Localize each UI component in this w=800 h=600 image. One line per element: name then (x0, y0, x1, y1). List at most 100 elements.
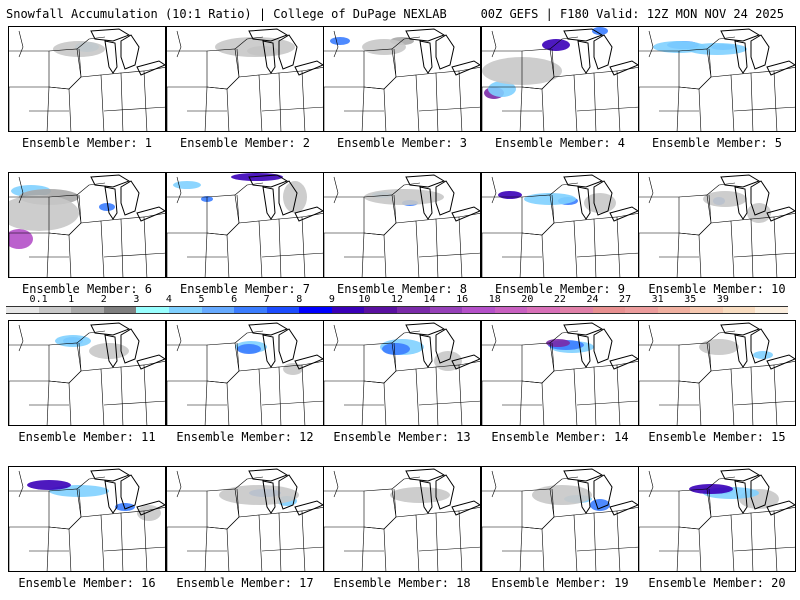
snowfall-area (55, 335, 91, 347)
state-border (573, 72, 597, 131)
state-border (206, 232, 230, 277)
state-border (750, 364, 778, 425)
colorbar-tick-label: 18 (488, 294, 501, 305)
state-border (733, 546, 795, 552)
state-border (435, 364, 463, 425)
state-border (678, 48, 712, 90)
state-border (733, 106, 795, 112)
state-border (648, 470, 654, 498)
state-border (103, 252, 165, 258)
great-lake-outline (294, 206, 323, 222)
state-border (68, 514, 105, 571)
great-lake-outline (120, 34, 140, 70)
snowfall-area (219, 485, 299, 505)
great-lake-outline (104, 40, 118, 74)
state-border (261, 106, 323, 112)
state-border (363, 232, 387, 277)
colorbar-swatch (6, 306, 40, 314)
state-border (698, 74, 735, 131)
state-border (363, 48, 397, 90)
state-border (730, 512, 754, 571)
state-border (48, 342, 82, 384)
colorbar-swatch (266, 306, 300, 314)
state-border (258, 366, 282, 425)
ensemble-member-label: Ensemble Member: 16 (18, 576, 156, 590)
state-border (521, 342, 555, 384)
ensemble-map-panel (323, 26, 481, 132)
state-border (361, 86, 365, 131)
state-border (648, 30, 654, 58)
ensemble-member-label: Ensemble Member: 15 (648, 430, 786, 444)
ensemble-map-panel (166, 172, 324, 278)
state-border (76, 182, 106, 196)
state-border (204, 380, 208, 425)
great-lake-outline (136, 60, 165, 76)
state-border (234, 36, 264, 50)
great-lake-outline (766, 60, 795, 76)
state-border (100, 72, 124, 131)
ensemble-member-label: Ensemble Member: 12 (176, 430, 314, 444)
state-border (676, 380, 680, 425)
great-lake-outline (278, 474, 298, 510)
colorbar-swatch (364, 306, 398, 314)
great-lake-outline (563, 28, 604, 42)
great-lake-outline (609, 60, 638, 76)
state-border (167, 196, 208, 234)
great-lake-outline (405, 322, 446, 336)
state-border (648, 324, 654, 352)
great-lake-outline (104, 334, 118, 368)
great-lake-outline (720, 322, 761, 336)
state-border (261, 546, 323, 552)
snowfall-area (542, 39, 570, 51)
state-border (278, 510, 306, 571)
state-border (541, 74, 578, 131)
great-lake-outline (577, 334, 591, 368)
state-border (120, 216, 148, 277)
state-border (393, 194, 397, 224)
great-lake-outline (104, 186, 118, 220)
state-border (204, 86, 208, 131)
state-border (103, 106, 165, 112)
great-lake-outline (248, 174, 289, 188)
ensemble-member-label: Ensemble Member: 5 (651, 136, 783, 150)
state-border (9, 196, 50, 234)
ensemble-member-label: Ensemble Member: 19 (491, 576, 629, 590)
state-border (551, 488, 555, 518)
colorbar-tick-label: 20 (521, 294, 534, 305)
ensemble-map-panel (166, 466, 324, 572)
great-lake-outline (90, 468, 131, 482)
colorbar-swatch (592, 306, 626, 314)
great-lake-outline (262, 480, 276, 514)
great-lake-outline (766, 206, 795, 222)
snowfall-area (699, 339, 739, 355)
state-border (234, 330, 264, 344)
state-border (541, 220, 578, 277)
great-lake-outline (419, 334, 433, 368)
great-lake-outline (248, 468, 289, 482)
state-border (435, 216, 463, 277)
great-lake-outline (766, 354, 795, 370)
header: Snowfall Accumulation (10:1 Ratio) | Col… (0, 0, 800, 22)
colorbar-swatch (690, 306, 724, 314)
state-border (418, 252, 480, 258)
state-border (48, 86, 72, 131)
great-lake-outline (248, 28, 289, 42)
state-border (167, 344, 208, 382)
state-border (204, 232, 208, 277)
great-lake-outline (593, 328, 613, 364)
colorbar-swatch (429, 306, 463, 314)
state-border (176, 176, 182, 204)
state-border (549, 36, 579, 50)
state-border (167, 50, 208, 88)
colorbar-swatch (397, 306, 431, 314)
state-border (519, 232, 523, 277)
state-border (551, 194, 555, 224)
state-border (391, 36, 421, 50)
state-border (391, 182, 421, 196)
state-border (78, 488, 82, 518)
colorbar-tick-label: 10 (358, 294, 371, 305)
ensemble-member-label: Ensemble Member: 18 (333, 576, 471, 590)
ensemble-map-panel (8, 466, 166, 572)
state-border (750, 70, 778, 131)
state-border (324, 50, 365, 88)
